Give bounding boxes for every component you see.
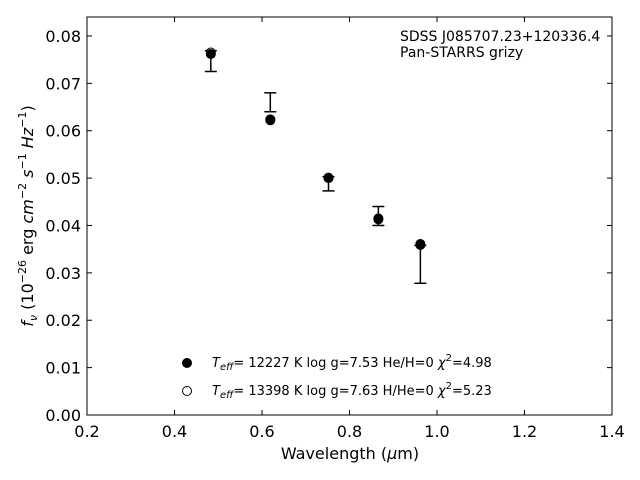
markers	[205, 47, 426, 250]
model-point-filled	[265, 115, 276, 126]
y-tick-label: 0.02	[45, 311, 81, 330]
annotation-line-1: SDSS J085707.23+120336.4	[400, 29, 600, 45]
x-tick-label: 1.4	[599, 422, 624, 441]
x-axis-label: Wavelength (μm)	[281, 444, 419, 463]
error-bars	[204, 49, 427, 285]
x-tick-label: 0.4	[162, 422, 187, 441]
x-tick-label: 0.8	[337, 422, 362, 441]
legend: Teff= 12227 K log g=7.53 He/H=0 χ2=4.98 …	[182, 353, 492, 401]
y-axis-label: fν (10−26 erg cm−2 s−1 Hz−1)	[16, 105, 40, 326]
y-tick-label: 0.00	[45, 406, 81, 425]
legend-marker-filled	[182, 358, 192, 368]
legend-entry-1: Teff= 12227 K log g=7.53 He/H=0 χ2=4.98	[212, 353, 492, 373]
y-tick-label: 0.05	[45, 169, 81, 188]
x-tick-label: 0.6	[249, 422, 274, 441]
y-tick-label: 0.04	[45, 216, 81, 235]
legend-entry-2: Teff= 13398 K log g=7.63 H/He=0 χ2=5.23	[212, 381, 492, 401]
model-point-filled	[415, 239, 426, 250]
y-tick-label: 0.06	[45, 122, 81, 141]
y-tick-label: 0.01	[45, 359, 81, 378]
model-point-filled	[373, 214, 384, 225]
model-point-filled	[205, 48, 216, 59]
legend-marker-open	[182, 386, 192, 396]
annotation-line-2: Pan-STARRS grizy	[400, 45, 523, 61]
y-axis-ticks: 0.00 0.01 0.02 0.03 0.04 0.05 0.06 0.07 0.08	[45, 27, 612, 425]
model-point-filled	[323, 173, 334, 184]
x-tick-label: 0.2	[74, 422, 99, 441]
x-tick-label: 1.0	[424, 422, 449, 441]
x-axis-ticks: 0.2 0.4 0.6 0.8 1.0 1.2 1.4	[74, 17, 625, 441]
x-tick-label: 1.2	[512, 422, 537, 441]
y-tick-label: 0.07	[45, 74, 81, 93]
y-tick-label: 0.03	[45, 264, 81, 283]
y-tick-label: 0.08	[45, 27, 81, 46]
